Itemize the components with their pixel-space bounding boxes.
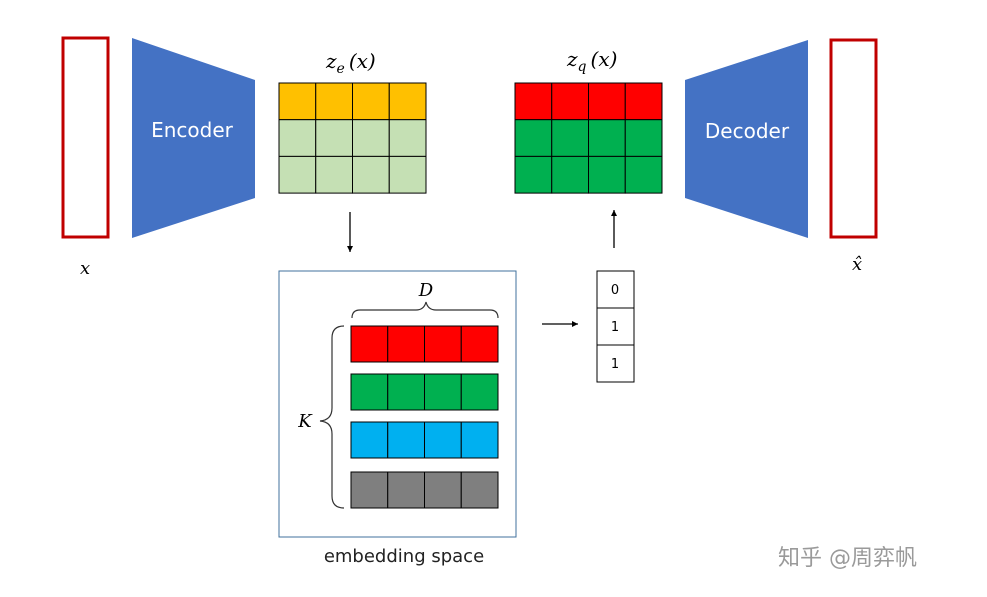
index-value: 0: [611, 283, 619, 298]
codebook-cell: [460, 325, 499, 363]
quantized-grid: [514, 82, 663, 194]
codebook-cell: [387, 421, 425, 459]
zq-label: zq (x): [566, 47, 617, 75]
ze-cell: [352, 82, 390, 121]
codebook-cell: [350, 373, 389, 411]
encoder-block: [132, 38, 255, 238]
zq-cell: [551, 119, 589, 157]
ze-cell: [278, 82, 317, 121]
decoder-label: Decoder: [705, 119, 790, 143]
zq-cell: [624, 119, 663, 157]
decoder-block: [685, 40, 808, 238]
ze-cell: [278, 119, 317, 157]
zq-cell: [514, 155, 553, 194]
index-cell: [596, 344, 635, 383]
codebook-cell: [350, 421, 389, 459]
zq-cell: [624, 82, 663, 121]
index-vector: 0 1 1: [596, 270, 635, 383]
embedding-space-caption: embedding space: [324, 546, 484, 567]
zq-cell: [551, 155, 589, 194]
ze-cell: [315, 155, 353, 194]
ze-cell: [315, 119, 353, 157]
watermark: 知乎 @周弈帆: [778, 546, 917, 571]
codebook-cell: [387, 471, 425, 509]
encoder-label: Encoder: [151, 118, 234, 142]
index-cell: [596, 270, 635, 309]
k-brace: [319, 325, 345, 509]
codebook-cell: [387, 325, 425, 363]
output-frame: [829, 38, 878, 239]
codebook-cell: [424, 325, 462, 363]
ze-label: ze (x): [325, 49, 376, 77]
zq-cell: [588, 155, 626, 194]
embedding-space-box: [278, 270, 517, 538]
zq-cell: [624, 155, 663, 194]
codebook-cell: [460, 421, 499, 459]
ze-cell: [278, 155, 317, 194]
zq-cell: [514, 119, 553, 157]
zq-cell: [588, 82, 626, 121]
ze-cell: [388, 155, 427, 194]
d-brace: [351, 301, 499, 319]
codebook-cell: [387, 373, 425, 411]
codebook-cell: [424, 373, 462, 411]
ze-cell: [315, 82, 353, 121]
ze-cell: [352, 119, 390, 157]
ze-cell: [352, 155, 390, 194]
d-label: D: [418, 280, 434, 301]
encoder-output-grid: [278, 82, 427, 194]
codebook-cell: [350, 471, 389, 509]
codebook-cell: [460, 471, 499, 509]
zq-cell: [588, 119, 626, 157]
codebook: [350, 325, 499, 509]
input-frame: [61, 36, 110, 239]
ze-cell: [388, 82, 427, 121]
zq-cell: [514, 82, 553, 121]
index-value: 1: [611, 320, 619, 335]
codebook-cell: [460, 373, 499, 411]
ze-cell: [388, 119, 427, 157]
codebook-cell: [424, 471, 462, 509]
codebook-cell: [350, 325, 389, 363]
codebook-cell: [424, 421, 462, 459]
zq-cell: [551, 82, 589, 121]
output-label: x̂: [852, 254, 862, 275]
index-value: 1: [611, 357, 619, 372]
input-label: x: [80, 258, 90, 279]
k-label: K: [297, 411, 313, 432]
